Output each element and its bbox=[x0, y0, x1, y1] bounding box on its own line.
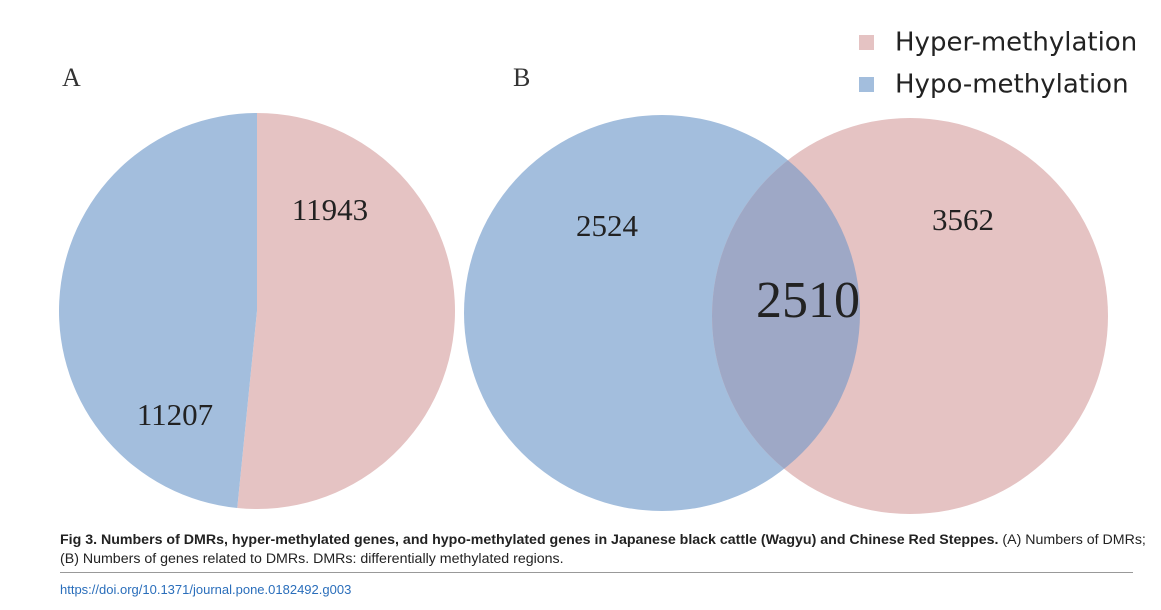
panel-label: B bbox=[513, 63, 530, 92]
region-label: 2510 bbox=[756, 272, 860, 329]
region-label: 2524 bbox=[576, 208, 639, 243]
overlap bbox=[712, 118, 860, 511]
panel-label: A bbox=[62, 63, 81, 92]
legend-label: Hypo-methylation bbox=[895, 70, 1129, 100]
divider bbox=[60, 572, 1133, 573]
pie-slice bbox=[237, 113, 455, 509]
slice-label: 11207 bbox=[137, 397, 213, 432]
caption-title: Fig 3. Numbers of DMRs, hyper-methylated… bbox=[60, 532, 999, 548]
region-label: 3562 bbox=[932, 202, 994, 237]
caption-text: (A) Numbers of DMRs; (B) Numbers of gene… bbox=[60, 532, 1146, 567]
figure: A B 11943 11207 2524 3562 2510 Hyper-methylat… bbox=[58, 28, 1137, 514]
doi-link[interactable]: https://doi.org/10.1371/journal.pone.018… bbox=[60, 582, 352, 597]
slice-label: 11943 bbox=[292, 192, 368, 227]
caption: Fig 3. Numbers of DMRs, hyper-methylated… bbox=[60, 531, 1150, 569]
legend-swatch bbox=[859, 77, 874, 92]
legend-swatch bbox=[859, 35, 874, 50]
pie-slice bbox=[58, 113, 257, 509]
legend-label: Hyper-methylation bbox=[895, 28, 1137, 58]
